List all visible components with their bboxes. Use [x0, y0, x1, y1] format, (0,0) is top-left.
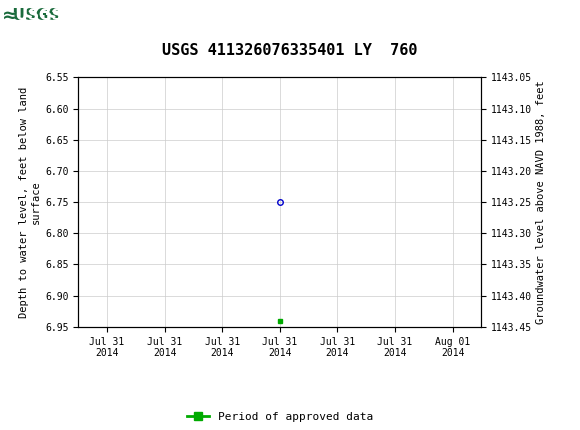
Text: ≈USGS: ≈USGS	[3, 8, 63, 23]
Text: USGS: USGS	[2, 8, 59, 23]
Y-axis label: Groundwater level above NAVD 1988, feet: Groundwater level above NAVD 1988, feet	[536, 80, 546, 324]
FancyBboxPatch shape	[1, 3, 56, 30]
Text: USGS 411326076335401 LY  760: USGS 411326076335401 LY 760	[162, 43, 418, 58]
Text: ≈: ≈	[2, 6, 18, 25]
Y-axis label: Depth to water level, feet below land
surface: Depth to water level, feet below land su…	[19, 86, 41, 318]
Legend: Period of approved data: Period of approved data	[182, 407, 378, 426]
